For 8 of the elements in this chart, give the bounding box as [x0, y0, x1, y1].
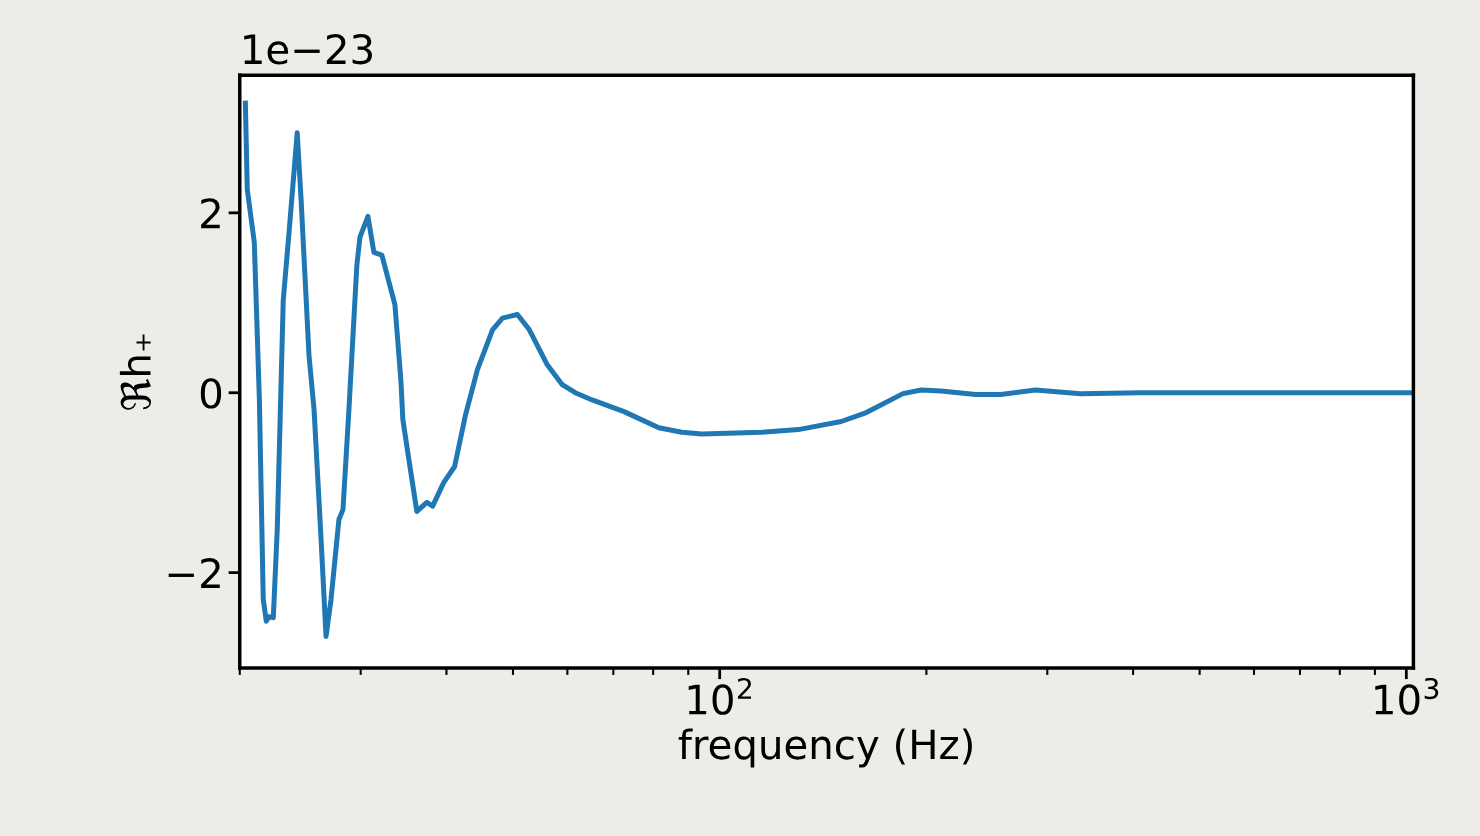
x-tick-label: 10$^{3}$	[1375, 677, 1439, 715]
x-tick-label: 10$^{2}$	[688, 677, 751, 715]
y-tick-label: 0	[200, 378, 222, 409]
x-axis-title: frequency (Hz)	[678, 728, 972, 768]
y-axis-title: ℜh₊	[119, 334, 152, 410]
y-tick-label: −2	[168, 558, 220, 588]
text: 1e−23	[244, 34, 372, 65]
y-tick-label: 2	[201, 198, 220, 229]
